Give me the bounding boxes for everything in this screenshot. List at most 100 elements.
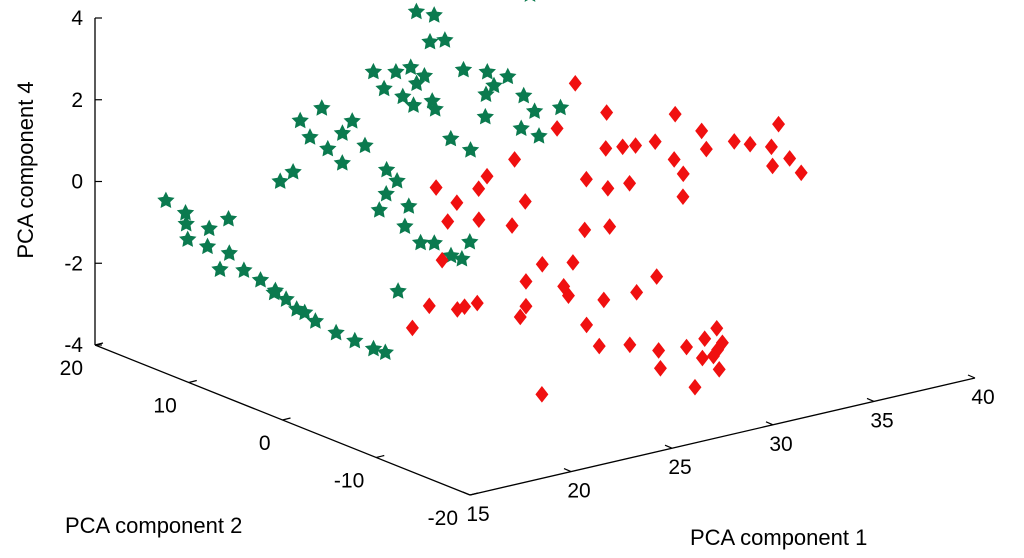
green-data-point [530,127,548,144]
green-data-point [396,217,414,235]
red-data-point [470,294,484,312]
green-data-point [219,209,238,227]
green-data-point [377,160,396,178]
red-data-point [653,359,667,377]
red-data-point [695,349,709,367]
x-tick-label: 40 [971,386,994,409]
red-data-point [715,334,729,352]
green-data-point [476,107,494,125]
red-data-point [727,133,741,150]
green-data-point [211,260,229,278]
green-data-point [411,233,430,251]
data-points [157,0,808,403]
green-data-point [319,139,337,157]
green-data-point [333,154,351,171]
green-data-point [512,119,530,137]
green-data-point [370,201,388,218]
y-tick-mark [376,454,385,459]
green-data-point [407,2,426,20]
x-tick-label: 15 [466,503,489,526]
green-data-point [356,136,374,154]
green-data-point [157,191,175,209]
green-data-point [333,124,352,141]
y-tick-label: 10 [153,395,176,418]
green-data-point [423,92,441,109]
red-data-point [680,338,694,356]
green-data-point [436,31,454,48]
red-data-point [667,151,681,168]
z-tick-label: 2 [71,89,83,112]
y-axis-title: PCA component 2 [65,513,242,538]
red-data-point [794,164,808,182]
z-tick-label: 4 [71,7,83,30]
z-tick-label: 0 [71,171,83,194]
green-data-point [442,129,460,147]
green-data-point [499,67,517,85]
red-data-point [405,319,419,337]
green-data-point [524,0,536,2]
red-data-point [472,180,486,198]
red-data-point [535,386,549,403]
red-data-point [557,278,571,295]
red-data-point [601,180,615,197]
green-data-point [284,162,302,180]
x-tick-mark [765,421,774,426]
red-data-point [630,284,644,301]
green-data-point [277,290,295,307]
red-data-point [599,140,613,157]
green-data-point [388,171,406,189]
green-data-point [400,197,418,214]
red-data-point [600,104,614,121]
green-data-point [376,343,394,361]
red-data-point [580,316,594,334]
red-data-point [688,378,702,396]
green-data-point [404,96,423,113]
red-data-point [450,194,464,212]
red-data-point [650,268,664,285]
green-data-point [377,184,395,202]
red-data-point [597,291,611,309]
green-data-point [389,282,407,299]
red-data-point [616,138,630,156]
green-data-point [402,58,420,75]
red-data-point [435,251,449,269]
red-data-point [710,319,724,337]
red-data-point [706,347,720,365]
red-data-point [695,122,709,140]
red-data-point [519,273,533,290]
green-data-point [364,62,383,80]
green-data-point [346,331,364,349]
red-data-point [458,298,472,315]
red-data-point [783,150,797,167]
red-data-point [480,167,494,185]
red-data-point [566,254,580,271]
green-data-point [296,303,314,321]
y-tick-label: -20 [428,507,458,530]
green-data-point [461,141,480,158]
x-axis-line [469,377,976,496]
red-data-point [592,337,606,355]
red-data-point [699,140,713,158]
red-data-point [623,336,637,354]
green-data-point [461,232,479,250]
z-tick-label: -4 [64,334,83,357]
red-data-point [519,297,533,315]
green-data-point [343,112,361,129]
green-data-point [525,102,544,119]
red-data-point [766,157,780,175]
green-data-point [176,203,195,221]
red-data-point [764,138,778,156]
red-data-point [441,213,455,230]
green-data-point [200,219,218,237]
z-tick-label: -2 [64,252,83,275]
y-tick-mark [188,379,197,384]
green-data-point [177,214,195,232]
green-data-point [425,234,443,251]
green-data-point [375,79,393,97]
red-data-point [743,135,757,153]
green-data-point [251,271,270,288]
red-data-point [676,165,690,183]
red-data-point [668,105,682,123]
red-data-point [508,151,522,168]
green-data-point [327,323,345,341]
